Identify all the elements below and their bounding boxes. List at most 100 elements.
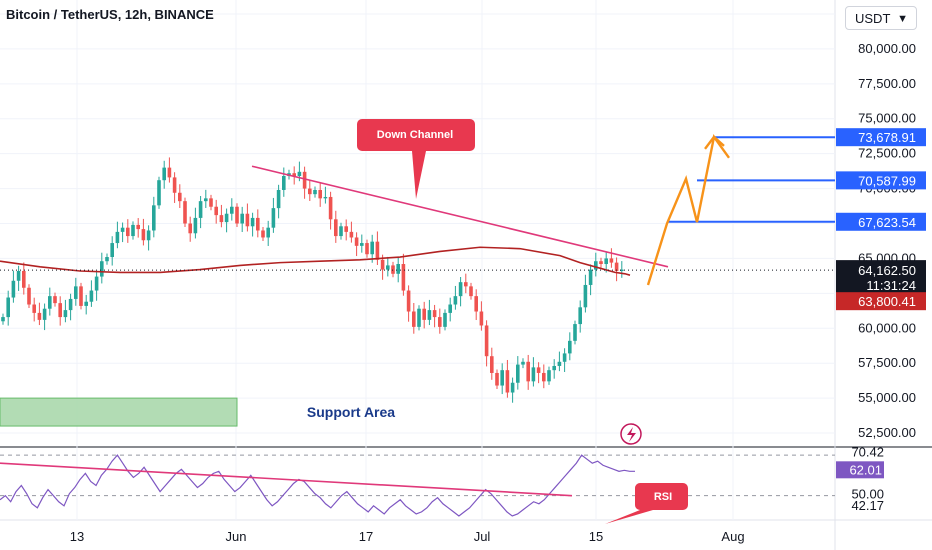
candle-body: [183, 201, 187, 224]
candle-body: [536, 367, 541, 373]
candle-body: [328, 196, 333, 220]
time-tick-label: 15: [589, 529, 603, 544]
flash-icon: [620, 423, 642, 445]
candle-body: [464, 282, 468, 287]
candle-body: [349, 231, 354, 238]
price-tick-label: 80,000.00: [858, 41, 916, 56]
candle-body: [479, 311, 484, 326]
candle-body: [614, 262, 619, 271]
candle-body: [583, 284, 588, 308]
moving-average-line: [0, 246, 631, 276]
price-tick-label: 57,500.00: [858, 355, 916, 370]
time-tick-label: Jun: [226, 529, 247, 544]
candle-body: [172, 177, 177, 193]
candle-body: [422, 308, 426, 320]
candle-body: [110, 243, 114, 258]
candle-body: [74, 286, 78, 299]
time-tick-label: Aug: [721, 529, 744, 544]
candle-body: [599, 261, 603, 265]
candle-body: [609, 258, 614, 263]
candle-body: [396, 264, 400, 274]
candle-body: [115, 231, 120, 244]
candle-body: [552, 365, 556, 371]
candle-body: [318, 189, 322, 199]
candle-body: [484, 325, 489, 357]
time-tick-label: 17: [359, 529, 373, 544]
candle-body: [443, 312, 447, 327]
candle-body: [547, 370, 551, 382]
candle-body: [204, 198, 208, 202]
price-tick-label: 77,500.00: [858, 76, 916, 91]
price-tick-label: 72,500.00: [858, 146, 916, 161]
candle-body: [401, 264, 406, 291]
candle-body: [453, 296, 458, 305]
price-tick-label: 60,000.00: [858, 320, 916, 335]
time-tick-label: 13: [70, 529, 84, 544]
candle-body: [94, 276, 99, 291]
candle-body: [604, 258, 608, 265]
candle-body: [516, 364, 520, 383]
candle-body: [27, 287, 31, 305]
candle-body: [594, 261, 598, 270]
target-price-badge: [836, 128, 926, 147]
rsi-callout: RSI: [605, 483, 688, 524]
candle-body: [365, 243, 369, 255]
candle-body: [302, 171, 307, 189]
candle-body: [458, 282, 463, 297]
candle-body: [48, 296, 52, 309]
candle-body: [11, 280, 16, 298]
candle-body: [448, 304, 452, 313]
price-tick-label: 55,000.00: [858, 390, 916, 405]
candle-body: [276, 189, 281, 209]
candle-body: [89, 290, 94, 302]
candle-body: [32, 304, 36, 313]
candle-body: [250, 217, 255, 227]
down-channel-label: Down Channel: [377, 129, 453, 141]
candle-body: [474, 296, 478, 312]
candle-body: [297, 171, 302, 177]
ma-price-label: 63,800.41: [858, 294, 916, 309]
candle-body: [438, 317, 442, 327]
candle-body: [131, 224, 135, 237]
candle-body: [313, 189, 317, 195]
candle-body: [6, 297, 10, 318]
last-price-badge: [836, 260, 926, 295]
candle-body: [412, 311, 416, 327]
target-price-label: 70,587.99: [858, 173, 916, 188]
time-tick-label: Jul: [474, 529, 491, 544]
last-price-label: 64,162.50: [858, 263, 916, 278]
candle-body: [120, 227, 125, 232]
candle-body: [230, 206, 234, 214]
candle-body: [141, 229, 146, 241]
candle-body: [417, 308, 421, 327]
candle-body: [510, 382, 515, 393]
currency-selector[interactable]: USDT ▼: [845, 6, 917, 30]
overlay-layer: Down Channel RSI: [357, 119, 688, 524]
price-tick-label: 52,500.00: [858, 425, 916, 440]
candle-body: [282, 176, 286, 190]
candle-body: [146, 230, 151, 241]
candle-body: [63, 310, 68, 318]
price-tick-label: 75,000.00: [858, 111, 916, 126]
candle-body: [505, 370, 510, 393]
candle-body: [308, 188, 312, 195]
candle-body: [271, 208, 276, 228]
candle-body: [354, 237, 359, 246]
target-price-label: 73,678.91: [858, 130, 916, 145]
currency-value: USDT: [855, 11, 891, 26]
bar-countdown-label: 11:31:24: [866, 278, 916, 293]
target-price-badge: [836, 171, 926, 190]
candle-body: [157, 180, 161, 206]
candle-body: [126, 227, 130, 237]
rsi-trendline: [0, 462, 573, 497]
candle-body: [323, 196, 328, 199]
rsi-tick-label: 50.00: [851, 487, 884, 502]
candle-body: [568, 340, 572, 354]
ma-price-badge: [836, 292, 926, 311]
candle-body: [344, 226, 348, 232]
support-zone: [0, 397, 238, 427]
candle-body: [58, 303, 62, 318]
candle-body: [620, 269, 624, 271]
